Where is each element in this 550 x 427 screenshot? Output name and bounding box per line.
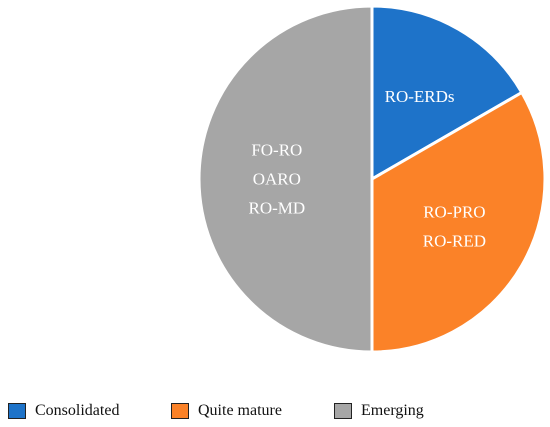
legend-item-emerging: Emerging bbox=[334, 399, 424, 423]
slice-label-fo-ro: FO-RO bbox=[251, 141, 302, 160]
pie-slice-consolidated bbox=[370, 4, 524, 181]
legend-label-quite-mature: Quite mature bbox=[198, 402, 282, 419]
slice-label-oaro: OARO bbox=[253, 170, 301, 189]
slice-label-ro-erds: RO-ERDs bbox=[385, 87, 455, 106]
legend-swatch-consolidated bbox=[8, 403, 26, 419]
legend-label-consolidated: Consolidated bbox=[35, 402, 120, 419]
legend-swatch-emerging bbox=[334, 403, 352, 419]
legend-swatch-quite-mature bbox=[171, 403, 189, 419]
legend-item-quite-mature: Quite mature bbox=[171, 399, 282, 423]
pie-slice-quite-mature bbox=[370, 91, 547, 354]
pie-slice-emerging bbox=[197, 4, 374, 354]
legend: Consolidated Quite mature Emerging bbox=[0, 399, 550, 423]
slice-label-ro-pro: RO-PRO bbox=[423, 203, 485, 222]
slice-label-ro-red: RO-RED bbox=[423, 232, 486, 251]
legend-label-emerging: Emerging bbox=[361, 402, 424, 419]
slice-label-ro-md: RO-MD bbox=[249, 199, 306, 218]
legend-item-consolidated: Consolidated bbox=[8, 399, 119, 423]
